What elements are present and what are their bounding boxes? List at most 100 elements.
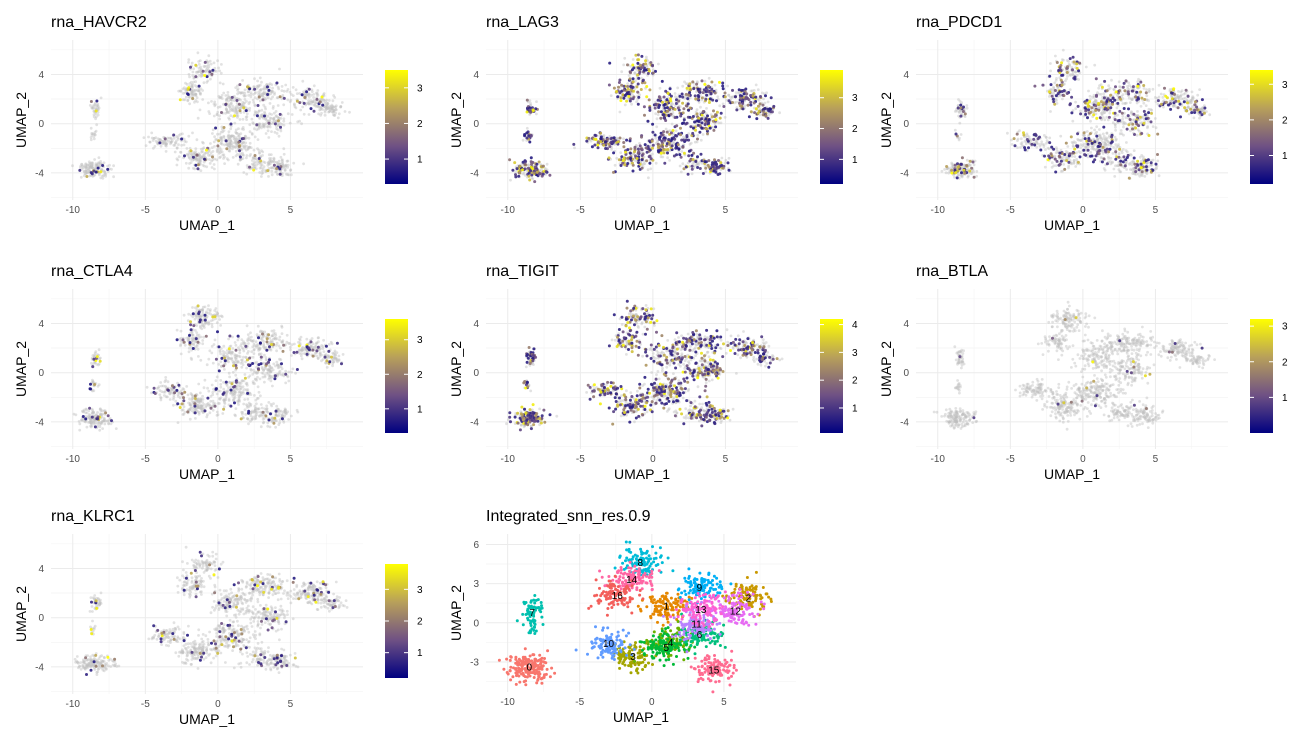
cell-point-expressed [719,161,723,165]
cell-point [1132,149,1136,153]
cell-point-expressed [211,68,215,72]
cell-point-expressed [256,104,260,107]
cell-point [674,95,677,98]
cell-point [629,95,633,99]
cell-point [214,69,218,73]
cell-point [1052,164,1056,168]
cell-point-expressed [1174,99,1178,103]
cell-point-expressed [636,147,640,151]
cell-point [230,98,233,102]
cell-point [318,108,322,112]
cell-point [195,96,199,100]
cell-point [750,89,754,93]
cell-point [284,164,288,168]
cell-point [327,106,331,110]
cell-point [219,71,223,75]
cell-point [693,140,697,144]
cell-point-expressed [658,137,662,141]
cell-point [311,100,315,103]
cell-point [289,169,292,172]
cell-point [332,114,336,117]
cell-point-expressed [635,85,639,89]
cell-point-expressed [1139,80,1143,84]
cell-point [1060,58,1064,62]
cell-point-expressed [1136,84,1140,88]
cell-point [219,138,223,142]
cell-point [245,145,249,148]
cell-point-expressed [1113,111,1117,115]
cell-point [222,129,226,132]
cell-point [328,107,331,111]
cell-point [284,410,287,414]
cell-point-expressed [180,137,184,141]
cell-point [1198,88,1201,91]
cell-point [194,157,198,161]
cell-point-expressed [758,102,762,106]
cell-point-expressed [275,167,279,171]
cell-point [187,156,191,160]
cell-point-expressed [1088,132,1092,136]
cell-point [94,164,98,168]
cell-point [231,109,235,112]
cell-point [1074,107,1078,111]
cell-point [272,116,276,120]
cell-point-expressed [709,169,713,173]
cell-point [1151,87,1155,91]
cell-point [1040,140,1044,144]
cell-point [225,107,228,111]
cell-point-expressed [641,78,645,82]
cell-point-expressed [671,129,675,132]
cell-point [252,93,255,96]
cell-point [1086,155,1090,159]
cell-point [215,150,219,154]
cell-point [324,104,328,107]
cell-point [268,116,272,120]
cell-point [1024,142,1028,146]
cell-point [260,80,263,84]
cell-point [723,116,727,119]
cell-point [274,170,278,174]
cell-point [245,100,248,103]
cell-point-expressed [1193,111,1197,114]
cell-point [200,409,204,412]
cell-point [199,75,203,78]
cell-point-expressed [1140,96,1144,100]
cell-point [237,106,240,109]
cell-point [1066,145,1070,148]
cell-point-expressed [312,109,316,113]
cell-point [241,141,244,145]
cell-point [1145,98,1149,102]
cell-point [671,102,675,106]
cell-point [956,104,960,107]
cell-point-expressed [701,91,705,95]
cell-point [312,84,316,88]
cell-point [1128,84,1131,87]
cell-point [243,144,247,148]
x-axis-label: UMAP_1 [614,217,670,233]
cell-point-expressed [203,60,207,64]
cell-point [1109,156,1113,160]
cell-point-expressed [257,95,261,99]
cell-point [196,158,199,162]
cell-point [190,84,194,88]
cell-point [79,164,83,168]
cell-point-expressed [717,159,720,162]
cell-point [1097,86,1101,90]
cell-point [264,132,268,135]
cell-point [215,158,219,162]
cell-point-expressed [1071,55,1075,59]
cell-point [202,146,206,150]
cell-point [95,163,98,167]
cell-point-expressed [1150,111,1153,115]
cell-point-expressed [647,147,651,151]
cell-point-expressed [1139,166,1143,170]
cell-point [245,118,249,121]
cell-point-expressed [599,139,603,143]
cell-point [1079,138,1082,142]
cell-point [237,391,241,394]
cell-point [231,370,235,374]
cell-point [209,399,213,403]
cell-point [1106,143,1110,147]
cell-point [958,110,961,114]
cell-point [1092,147,1095,151]
